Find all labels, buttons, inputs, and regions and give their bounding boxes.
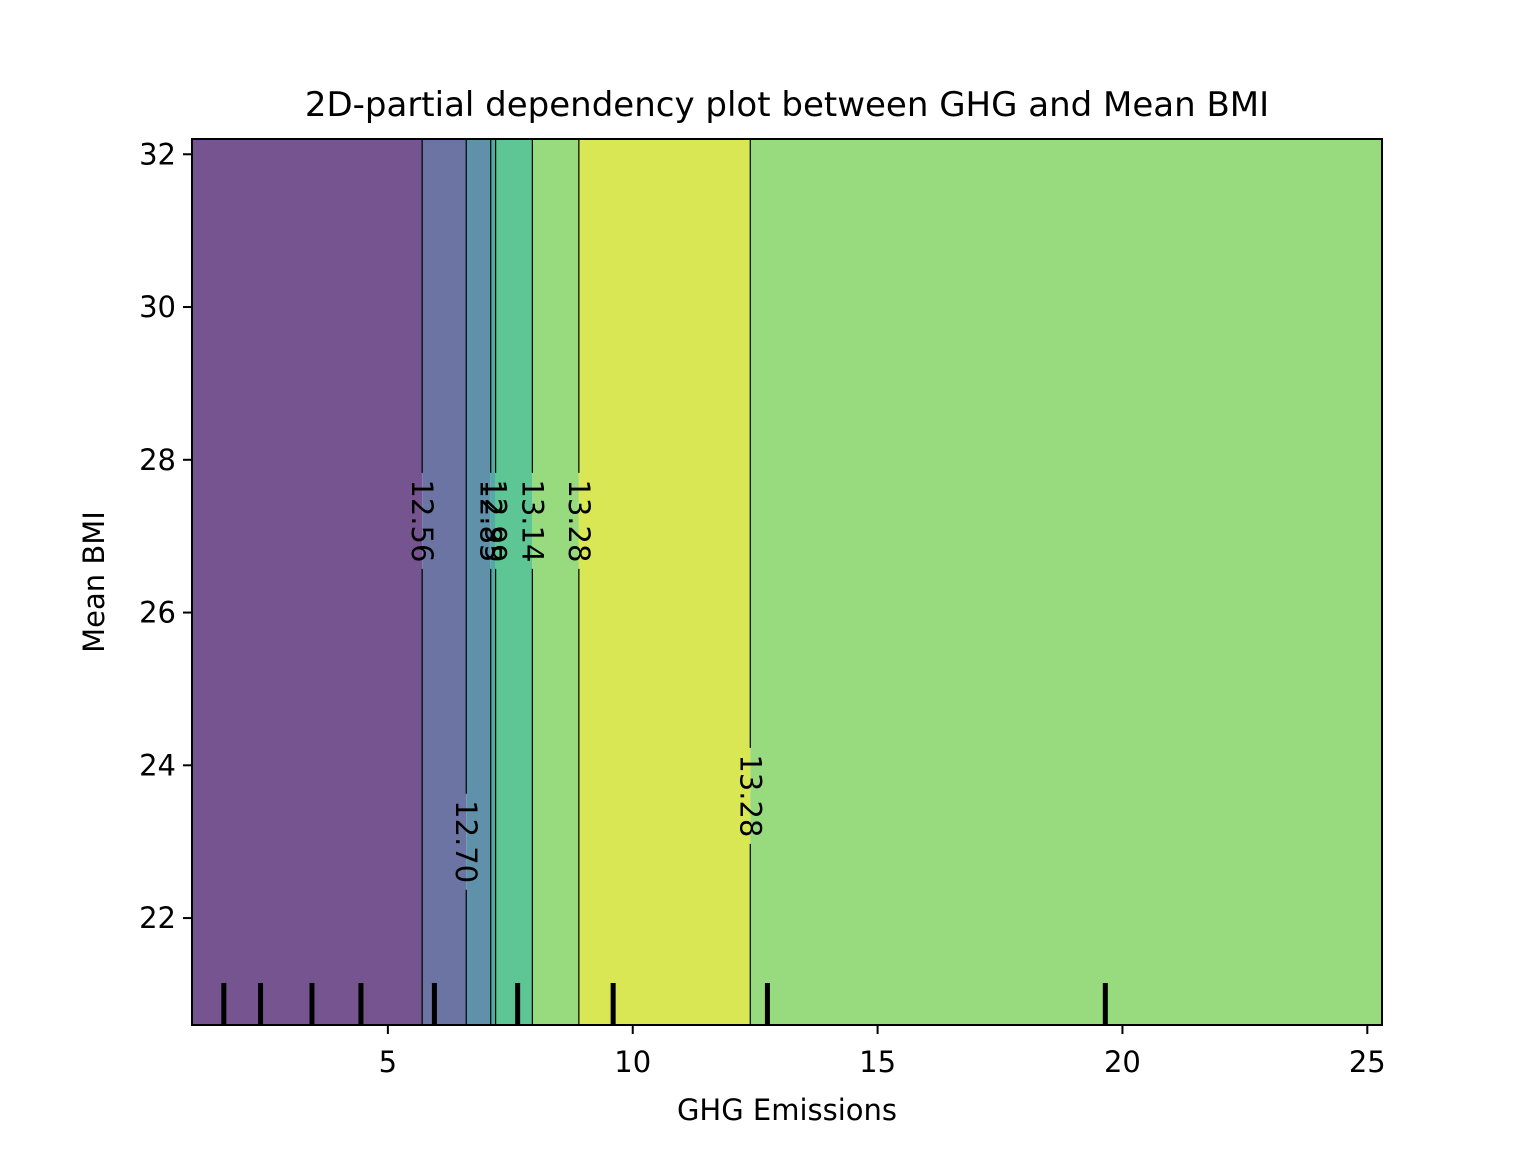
contour-label-2: 12.85	[474, 479, 508, 562]
plot-frame	[191, 138, 1383, 1026]
contour-band-5	[532, 139, 579, 1025]
x-tick-label-0: 5	[379, 1045, 397, 1079]
contour-band-7	[750, 139, 1382, 1025]
x-axis: 5 10 15 20 25	[379, 1025, 1386, 1079]
contour-label-1: 12.70	[449, 800, 483, 883]
contour-band-2	[466, 139, 491, 1025]
contour-bands	[192, 139, 1382, 1025]
y-axis: 22 24 26 28 30 32	[139, 137, 192, 935]
chart-title: 2D-partial dependency plot between GHG a…	[305, 85, 1269, 125]
y-axis-label: Mean BMI	[77, 511, 111, 653]
x-tick-label-2: 15	[859, 1045, 896, 1079]
contour-label-5: 13.28	[562, 479, 596, 562]
y-tick-label-5: 32	[139, 137, 176, 171]
contour-band-1	[422, 139, 467, 1025]
x-tick-label-3: 20	[1104, 1045, 1141, 1079]
contour-label-0: 12.56	[405, 479, 439, 562]
y-tick-label-0: 22	[139, 901, 176, 935]
x-tick-label-4: 25	[1349, 1045, 1386, 1079]
contour-lines	[421, 139, 751, 1025]
x-tick-label-1: 10	[614, 1045, 651, 1079]
contour-label-3: 12.99	[479, 479, 513, 562]
contour-label-6: 13.28	[733, 754, 767, 837]
y-tick-label-3: 28	[139, 443, 176, 477]
y-tick-label-1: 24	[139, 748, 176, 782]
x-axis-label: GHG Emissions	[677, 1093, 897, 1127]
decile-rug	[221, 983, 1108, 1025]
contour-band-6	[578, 139, 751, 1025]
contour-band-3	[490, 139, 496, 1025]
contour-label-4: 13.14	[515, 479, 549, 562]
y-tick-label-4: 30	[139, 290, 176, 324]
contour-band-0	[192, 139, 423, 1025]
contour-band-4	[495, 139, 533, 1025]
y-tick-label-2: 26	[139, 596, 176, 630]
